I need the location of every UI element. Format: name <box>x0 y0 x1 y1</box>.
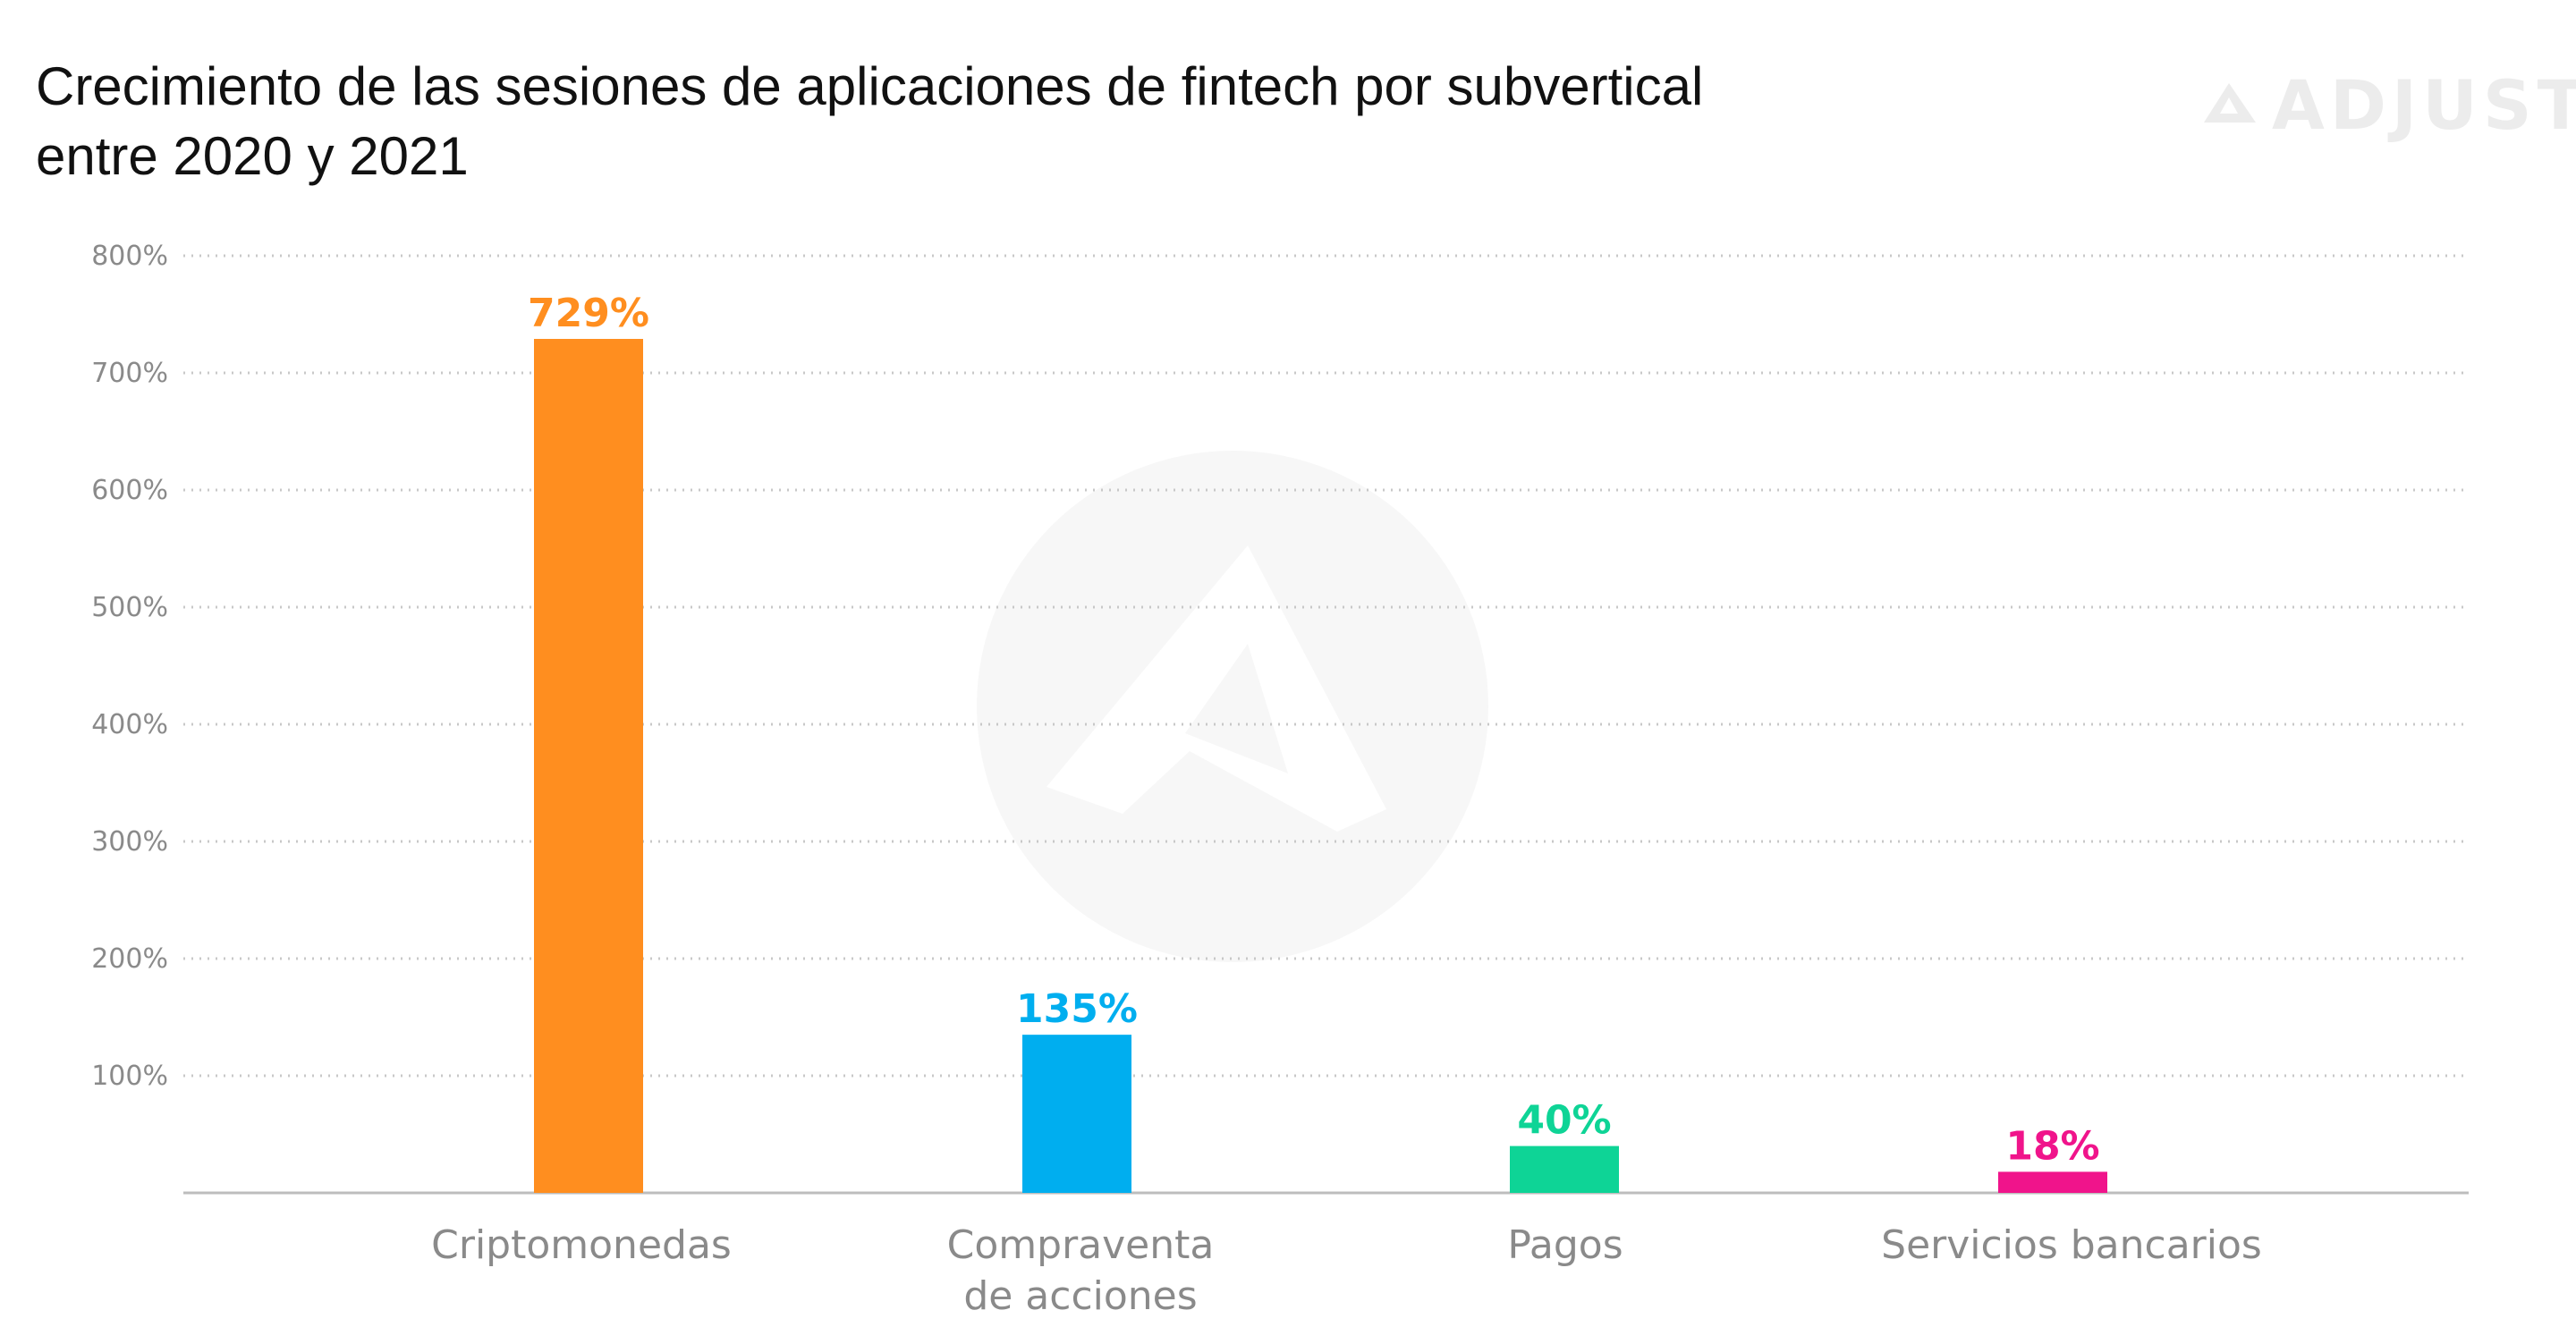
chart-data-labels: 729% 135% 40% 18% <box>528 291 2100 1169</box>
data-label: 18% <box>2005 1123 2099 1169</box>
data-label: 729% <box>528 291 649 336</box>
bar <box>1998 1171 2107 1193</box>
bar <box>1022 1035 1131 1193</box>
data-label: 40% <box>1517 1098 1611 1144</box>
adjust-logo-text: ADJUST <box>2272 64 2576 145</box>
bar <box>1510 1145 1619 1193</box>
y-tick-label: 200% <box>91 943 168 975</box>
x-category-label: Compraventa de acciones <box>947 1222 1215 1319</box>
watermark-circle <box>977 451 1488 962</box>
x-category-label: Pagos <box>1507 1222 1623 1268</box>
bar <box>534 339 643 1193</box>
y-tick-label: 600% <box>91 475 168 506</box>
x-category-label: Criptomonedas <box>431 1222 732 1268</box>
data-label: 135% <box>1016 986 1138 1032</box>
y-tick-label: 400% <box>91 709 168 740</box>
chart-title-line-2: entre 2020 y 2021 <box>36 126 469 186</box>
y-tick-label: 100% <box>91 1061 168 1092</box>
chart-bars <box>534 339 2107 1193</box>
y-axis-tick-labels: 800% 700% 600% 500% 400% 300% 200% 100% <box>91 241 168 1092</box>
x-category-label: Servicios bancarios <box>1881 1222 2262 1268</box>
y-tick-label: 300% <box>91 826 168 858</box>
chart-title-line-1: Crecimiento de las sesiones de aplicacio… <box>36 56 1704 116</box>
y-tick-label: 800% <box>91 241 168 272</box>
watermark-logo-shape <box>1046 545 1386 832</box>
chart-title: Crecimiento de las sesiones de aplicacio… <box>36 52 2004 191</box>
x-axis-category-labels: Criptomonedas Compraventa de acciones Pagos… <box>431 1222 2262 1319</box>
adjust-logo-icon <box>2204 83 2256 123</box>
watermark-logo <box>977 451 1488 962</box>
adjust-logo: ADJUST <box>2199 64 2576 145</box>
y-tick-label: 500% <box>91 592 168 623</box>
y-tick-label: 700% <box>91 358 168 389</box>
